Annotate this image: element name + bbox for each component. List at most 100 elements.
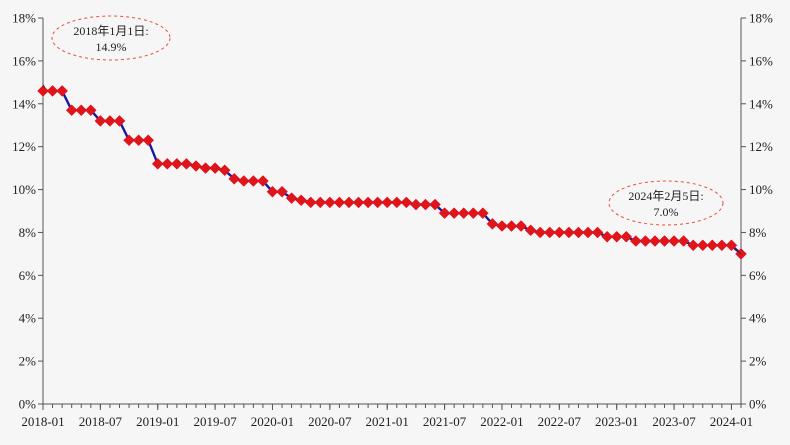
y-tick-label-left: 6% (19, 268, 37, 283)
data-point (84, 104, 97, 117)
x-tick-label: 2019-07 (193, 414, 237, 429)
data-point (209, 162, 221, 174)
y-tick-label-right: 10% (749, 182, 773, 197)
data-point (161, 157, 174, 170)
annotation-ellipse (608, 180, 724, 226)
annotation-label-line1: 2018年1月1日: (73, 24, 148, 38)
y-tick-label-right: 2% (749, 354, 767, 369)
data-point (429, 198, 441, 211)
annotation-leader (733, 248, 742, 255)
x-tick-label: 2024-01 (710, 414, 753, 429)
data-point (534, 226, 547, 239)
data-point (706, 239, 719, 252)
y-tick-label-left: 4% (19, 311, 37, 326)
data-point (65, 104, 78, 117)
data-point (716, 239, 728, 252)
series-line (43, 89, 742, 255)
data-point (457, 207, 470, 219)
data-point (563, 226, 575, 239)
data-point (237, 175, 250, 187)
data-point (591, 226, 604, 239)
data-point (629, 235, 642, 247)
data-point (677, 235, 690, 247)
data-point (687, 239, 700, 252)
data-point (314, 196, 327, 209)
data-point (610, 230, 623, 243)
x-tick-label: 2020-07 (308, 414, 352, 429)
data-point (668, 235, 680, 247)
series-path (43, 89, 742, 255)
data-point (419, 198, 432, 211)
data-point (257, 175, 269, 187)
y-tick-label-right: 12% (749, 139, 773, 154)
annotation-leader (42, 84, 46, 89)
y-tick-label-right: 16% (749, 53, 773, 68)
y-tick-label-left: 12% (12, 139, 36, 154)
y-tick-label-left: 14% (12, 96, 36, 111)
y-tick-label-right: 0% (749, 397, 767, 412)
data-point (343, 196, 355, 209)
x-tick-label: 2022-01 (480, 414, 523, 429)
y-tick-label-right: 6% (749, 268, 767, 283)
data-point (171, 157, 183, 170)
data-point (639, 235, 652, 247)
data-point (649, 235, 661, 247)
y-tick-label-right: 8% (749, 225, 767, 240)
y-tick-label-left: 2% (19, 354, 37, 369)
x-tick-label: 2022-07 (538, 414, 582, 429)
annotation-label-line2: 14.9% (96, 40, 127, 54)
y-tick-label-left: 8% (19, 225, 37, 240)
data-point (620, 230, 633, 243)
data-point (515, 220, 527, 232)
x-tick-label: 2021-01 (366, 414, 409, 429)
y-tick-label-right: 4% (749, 311, 767, 326)
data-point (37, 85, 49, 97)
annotation-ellipse (51, 15, 171, 61)
x-tick-label: 2023-01 (595, 414, 638, 429)
data-point (276, 185, 288, 198)
data-point (553, 226, 566, 239)
data-point (142, 134, 155, 147)
y-tick-label-left: 16% (12, 53, 36, 68)
data-point (113, 115, 126, 127)
data-point (448, 207, 461, 219)
data-point (266, 185, 279, 198)
annotation-label-line2: 7.0% (654, 205, 679, 219)
data-point (390, 196, 403, 209)
y-tick-label-right: 18% (749, 11, 773, 26)
data-point (228, 172, 241, 185)
y-tick-label-right: 14% (749, 96, 773, 111)
data-point (46, 85, 59, 97)
y-tick-label-left: 10% (12, 182, 36, 197)
x-tick-label: 2018-01 (21, 414, 64, 429)
data-point (696, 239, 709, 252)
data-point (190, 160, 202, 172)
data-point (247, 175, 260, 187)
data-point (132, 134, 145, 147)
x-tick-label: 2019-01 (136, 414, 179, 429)
data-point (582, 226, 594, 239)
data-point (362, 196, 374, 209)
data-point (104, 115, 116, 127)
x-tick-label: 2021-07 (423, 414, 467, 429)
data-point (601, 230, 613, 243)
axes: 0% 0% 2% 2% 4% 4% 6% 6% 8% 8% 10% 10% 12% 12% 14% 14% 16… (12, 11, 773, 430)
data-point (352, 196, 365, 209)
data-point (524, 224, 537, 237)
data-point (486, 218, 499, 230)
data-point (285, 192, 298, 204)
y-tick-label-left: 18% (12, 11, 36, 26)
data-point (218, 164, 231, 177)
data-point (505, 220, 518, 232)
data-point (572, 226, 585, 239)
series-markers (37, 85, 747, 260)
data-point (467, 207, 480, 219)
x-tick-label: 2020-01 (251, 414, 294, 429)
data-point (658, 235, 671, 247)
annotation-label-line1: 2024年2月5日: (628, 189, 703, 203)
data-point (476, 207, 489, 219)
data-point (400, 196, 413, 209)
y-tick-label-left: 0% (19, 397, 37, 412)
data-point (56, 85, 68, 97)
data-point (333, 196, 346, 209)
